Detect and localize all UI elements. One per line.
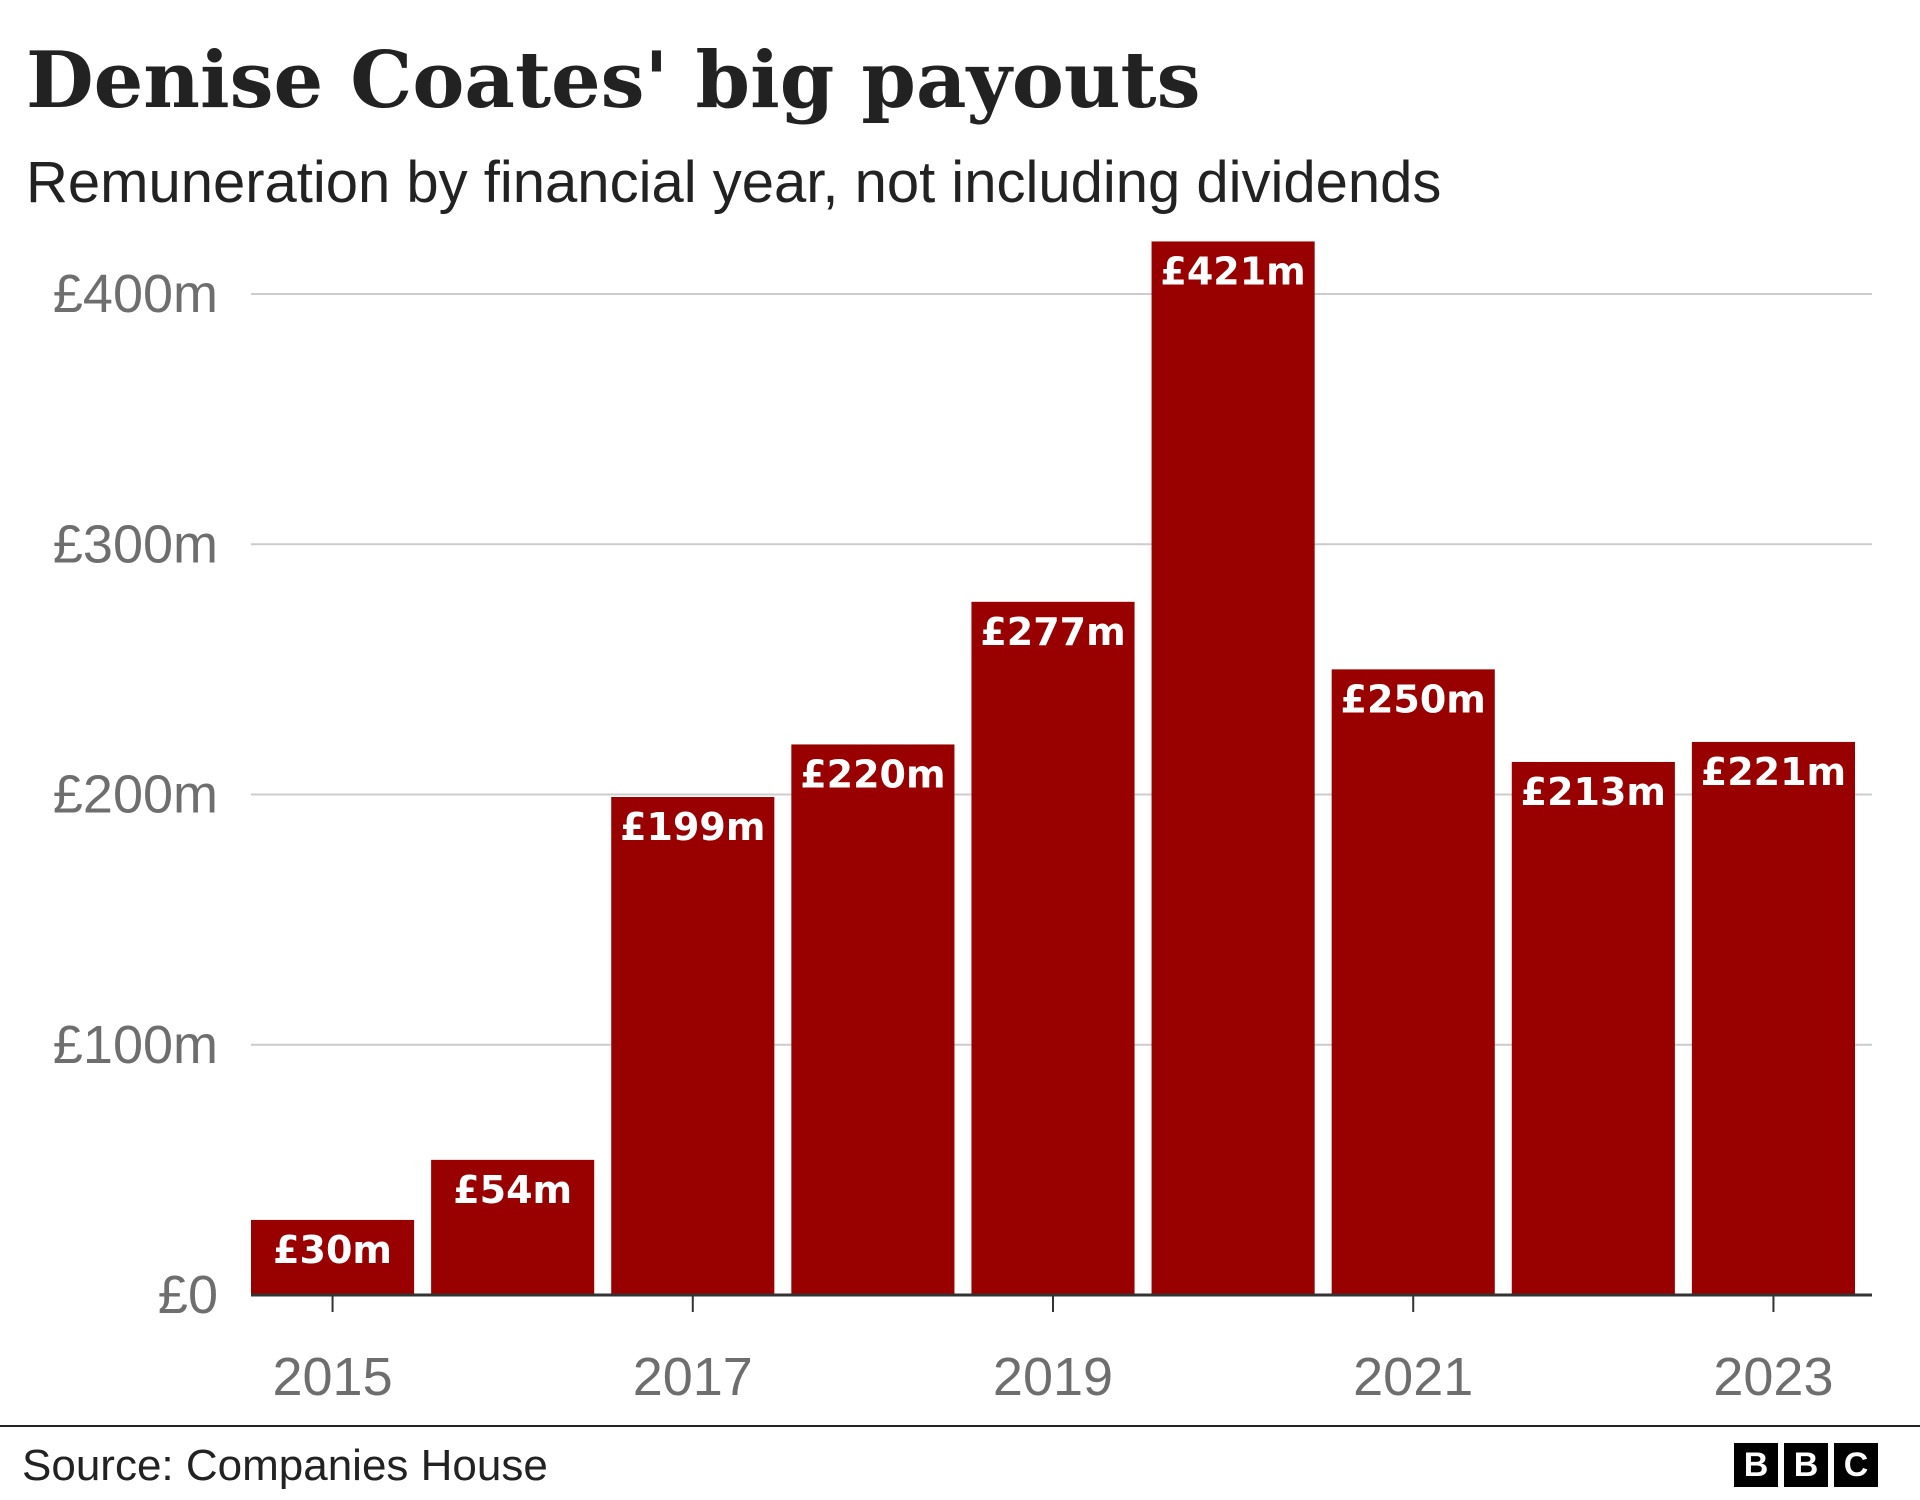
- bar: [1151, 241, 1315, 1295]
- bar-value-label: £213m: [1521, 770, 1666, 814]
- y-tick-label: £100m: [53, 1015, 218, 1075]
- bar-value-label: £421m: [1160, 249, 1305, 293]
- x-tick-label: 2019: [993, 1347, 1113, 1407]
- bar-value-label: £221m: [1701, 750, 1846, 794]
- source-note: Source: Companies House: [22, 1441, 548, 1490]
- bars: £30m £54m £199m £220m £277m £421m £250m £213m £2…: [251, 241, 1855, 1295]
- bar-chart: £30m £54m £199m £220m £277m £421m £250m £213m £2…: [53, 241, 1872, 1407]
- y-tick-label: £200m: [53, 765, 218, 825]
- y-tick-label: £400m: [53, 264, 218, 324]
- bar-value-label: £250m: [1341, 677, 1486, 721]
- bar-value-label: £277m: [980, 610, 1125, 654]
- footer-divider: [0, 1425, 1920, 1427]
- bar: [251, 1219, 415, 1295]
- y-tick-label: £0: [158, 1265, 218, 1325]
- x-tick-label: 2021: [1353, 1347, 1473, 1407]
- bbc-logo-letter-2: B: [1784, 1443, 1828, 1487]
- bbc-logo-letter-1: B: [1734, 1443, 1778, 1487]
- bar: [1691, 741, 1855, 1295]
- bar: [1511, 761, 1675, 1295]
- x-tick-label: 2017: [633, 1347, 753, 1407]
- bar-value-label: £220m: [800, 752, 945, 796]
- bar-value-label: £54m: [453, 1168, 572, 1212]
- chart-title: Denise Coates' big payouts: [26, 35, 1201, 126]
- chart-subtitle: Remuneration by financial year, not incl…: [26, 150, 1442, 215]
- bar: [1331, 669, 1495, 1295]
- bar-value-label: £30m: [273, 1228, 392, 1272]
- bar: [791, 744, 955, 1295]
- axes: £0 £100m £200m £300m £400m 2015 2017 2019 2021 20…: [53, 264, 1872, 1407]
- bar: [971, 601, 1135, 1295]
- x-tick-label: 2015: [272, 1347, 392, 1407]
- bar: [431, 1159, 595, 1295]
- x-tick-label: 2023: [1713, 1347, 1833, 1407]
- y-tick-label: £300m: [53, 514, 218, 574]
- bar: [611, 797, 775, 1295]
- bbc-logo-letter-3: C: [1834, 1443, 1878, 1487]
- bbc-logo: B B C: [1734, 1443, 1878, 1487]
- bar-value-label: £199m: [620, 805, 765, 849]
